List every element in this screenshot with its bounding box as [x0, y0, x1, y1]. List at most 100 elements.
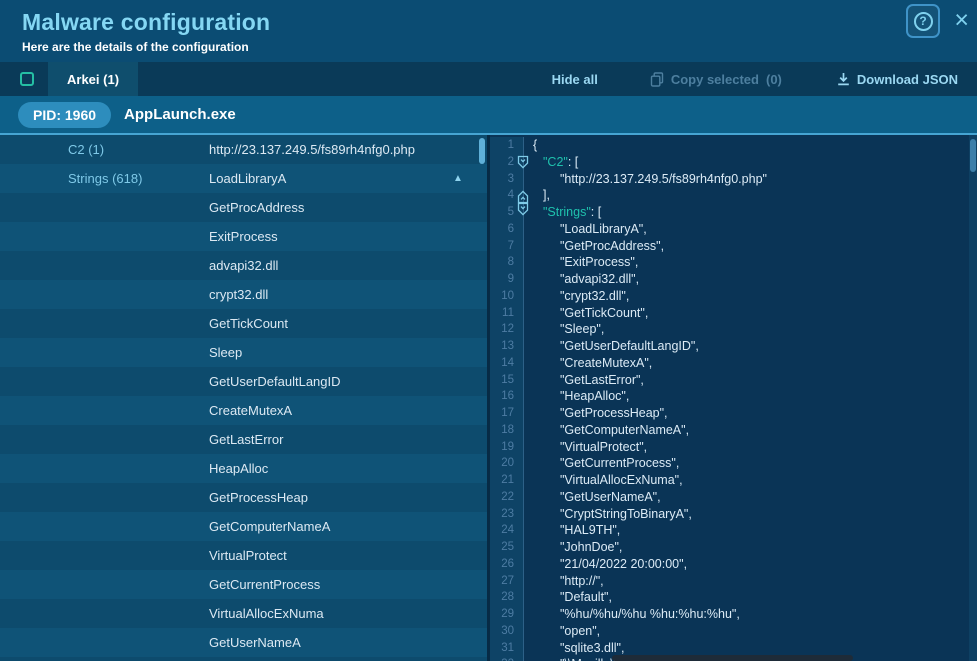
json-line: 14 "CreateMutexA", [490, 355, 977, 372]
config-value: GetUserNameA [209, 635, 453, 650]
line-code: "Sleep", [524, 321, 604, 338]
process-name: AppLaunch.exe [124, 106, 236, 123]
close-icon[interactable]: × [954, 7, 969, 33]
config-value: VirtualProtect [209, 548, 453, 563]
config-row[interactable]: Sleep ▲ [0, 338, 487, 367]
line-number: 17 [490, 405, 524, 422]
line-number: 16 [490, 388, 524, 405]
process-bar: PID: 1960 AppLaunch.exe [0, 96, 977, 135]
fold-collapse-icon[interactable] [517, 202, 529, 216]
line-code: "GetComputerNameA", [524, 422, 689, 439]
line-code: "GetCurrentProcess", [524, 455, 679, 472]
hide-all-button[interactable]: Hide all [552, 72, 598, 87]
config-row[interactable]: HeapAlloc ▲ [0, 454, 487, 483]
line-number: 14 [490, 355, 524, 372]
json-text: "GetCurrentProcess", [560, 456, 679, 470]
json-hscrollbar-thumb[interactable] [612, 655, 853, 661]
select-all-checkbox[interactable] [20, 72, 34, 86]
json-text: "21/04/2022 20:00:00", [560, 557, 687, 571]
line-number: 15 [490, 372, 524, 389]
config-rows: C2 (1) http://23.137.249.5/fs89rh4nfg0.p… [0, 135, 487, 661]
tab-arkei[interactable]: Arkei (1) [48, 62, 138, 96]
config-row[interactable]: GetUserDefaultLangID ▲ [0, 367, 487, 396]
help-button[interactable]: ? [906, 4, 940, 38]
download-json-button[interactable]: Download JSON [837, 72, 958, 87]
config-row[interactable]: VirtualAllocExNuma ▲ [0, 599, 487, 628]
json-line: 30 "open", [490, 623, 977, 640]
config-row[interactable]: crypt32.dll ▲ [0, 280, 487, 309]
line-code: "C2": [ [524, 154, 578, 171]
json-line: 12 "Sleep", [490, 321, 977, 338]
content-area: C2 (1) http://23.137.249.5/fs89rh4nfg0.p… [0, 135, 977, 661]
config-row[interactable]: GetProcessHeap ▲ [0, 483, 487, 512]
modal-header: Malware configuration Here are the detai… [0, 0, 977, 62]
line-code: "ExitProcess", [524, 254, 638, 271]
line-code: "advapi32.dll", [524, 271, 639, 288]
json-line: 23 "CryptStringToBinaryA", [490, 506, 977, 523]
json-line: 6 "LoadLibraryA", [490, 221, 977, 238]
json-text: "VirtualProtect", [560, 440, 647, 454]
tab-bar: Arkei (1) Hide all Copy selected (0) Dow… [0, 62, 977, 96]
pid-badge: PID: 1960 [18, 102, 111, 128]
config-row[interactable]: CreateMutexA ▲ [0, 396, 487, 425]
malware-configuration-modal: Malware configuration Here are the detai… [0, 0, 977, 661]
json-line: 24 "HAL9TH", [490, 522, 977, 539]
line-code: "GetLastError", [524, 372, 644, 389]
line-code: "Strings": [ [524, 204, 601, 221]
json-text: "CryptStringToBinaryA", [560, 507, 692, 521]
line-code: "GetProcAddress", [524, 238, 664, 255]
config-key: C2 (1) [0, 142, 209, 157]
config-row[interactable]: ExitProcess ▲ [0, 222, 487, 251]
config-row[interactable]: GetComputerNameA ▲ [0, 512, 487, 541]
line-number: 32 [490, 656, 524, 661]
json-key: "Strings" [543, 205, 591, 219]
json-vscrollbar-thumb[interactable] [970, 139, 976, 172]
config-row[interactable]: Strings (618) LoadLibraryA ▲ [0, 164, 487, 193]
config-value: GetCurrentProcess [209, 577, 453, 592]
line-code: "HeapAlloc", [524, 388, 629, 405]
download-icon [837, 72, 850, 86]
line-number: 9 [490, 271, 524, 288]
config-value: GetProcAddress [209, 200, 453, 215]
config-row[interactable]: VirtualProtect ▲ [0, 541, 487, 570]
json-text: "open", [560, 624, 600, 638]
config-row[interactable]: ▲ [0, 657, 487, 661]
line-number: 10 [490, 288, 524, 305]
config-row[interactable]: C2 (1) http://23.137.249.5/fs89rh4nfg0.p… [0, 135, 487, 164]
json-text: "%hu/%hu/%hu %hu:%hu:%hu", [560, 607, 740, 621]
json-line: 5 "Strings": [ [490, 204, 977, 221]
json-text: "HeapAlloc", [560, 389, 629, 403]
json-text: "sqlite3.dll", [560, 641, 624, 655]
config-row[interactable]: GetProcAddress ▲ [0, 193, 487, 222]
line-number: 27 [490, 573, 524, 590]
line-number: 26 [490, 556, 524, 573]
json-text: "GetUserNameA", [560, 490, 661, 504]
config-list-scrollbar[interactable] [479, 138, 485, 164]
json-line: 26 "21/04/2022 20:00:00", [490, 556, 977, 573]
config-row[interactable]: GetCurrentProcess ▲ [0, 570, 487, 599]
line-code: "VirtualProtect", [524, 439, 647, 456]
copy-selected-button[interactable]: Copy selected (0) [650, 72, 782, 87]
collapse-arrow-icon[interactable]: ▲ [453, 173, 487, 184]
json-line: 1 { [490, 137, 977, 154]
config-value: http://23.137.249.5/fs89rh4nfg0.php [209, 142, 453, 157]
config-row[interactable]: GetTickCount ▲ [0, 309, 487, 338]
json-line: 11 "GetTickCount", [490, 305, 977, 322]
config-row[interactable]: GetUserNameA ▲ [0, 628, 487, 657]
config-row[interactable]: advapi32.dll ▲ [0, 251, 487, 280]
hide-all-label: Hide all [552, 72, 598, 87]
config-value: ExitProcess [209, 229, 453, 244]
json-text: "advapi32.dll", [560, 272, 639, 286]
line-code: "GetUserDefaultLangID", [524, 338, 699, 355]
line-code: "HAL9TH", [524, 522, 620, 539]
line-number: 23 [490, 506, 524, 523]
json-line: 16 "HeapAlloc", [490, 388, 977, 405]
json-text: "crypt32.dll", [560, 289, 629, 303]
config-row[interactable]: GetLastError ▲ [0, 425, 487, 454]
line-number: 19 [490, 439, 524, 456]
json-text: "GetProcAddress", [560, 239, 664, 253]
line-code: "%hu/%hu/%hu %hu:%hu:%hu", [524, 606, 740, 623]
line-number: 11 [490, 305, 524, 322]
json-vscrollbar-track [969, 135, 977, 661]
fold-collapse-icon[interactable] [517, 155, 529, 169]
